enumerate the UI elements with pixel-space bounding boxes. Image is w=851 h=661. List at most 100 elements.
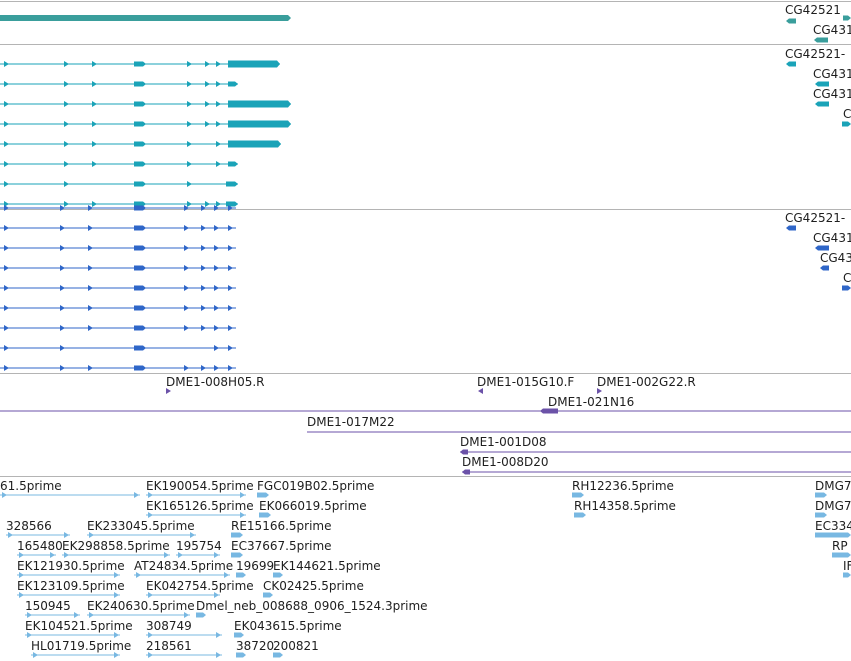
est-label[interactable]: EK190054.5prime	[146, 479, 254, 493]
est-label[interactable]: EK165126.5prime	[146, 499, 254, 513]
exon-marker	[92, 81, 97, 87]
exon-marker	[148, 632, 153, 638]
est-label[interactable]: 308749	[146, 619, 192, 633]
est-label[interactable]: RE15166.5prime	[231, 519, 332, 533]
est-label[interactable]: EK298858.5prime	[62, 539, 170, 553]
exon-marker	[4, 141, 9, 147]
est-label[interactable]: EK104521.5prime	[25, 619, 133, 633]
est-label[interactable]: EK043615.5prime	[234, 619, 342, 633]
est-label[interactable]: EK042754.5prime	[146, 579, 254, 593]
est-label[interactable]: EC334	[815, 519, 851, 533]
est-label[interactable]: 38720	[236, 639, 275, 653]
clone-label[interactable]: DME1-021N16	[548, 395, 635, 409]
est-label[interactable]: HL01719.5prime	[31, 639, 132, 653]
est-label[interactable]: IF	[843, 559, 851, 573]
exon-marker	[114, 652, 119, 658]
est-label[interactable]: EK144621.5prime	[273, 559, 381, 573]
est-label[interactable]: EK121930.5prime	[17, 559, 125, 573]
exon-marker	[89, 532, 94, 538]
est-label[interactable]: DMG7	[815, 479, 851, 493]
exon-marker	[60, 365, 65, 371]
est-label[interactable]: RP	[832, 539, 848, 553]
est-label[interactable]: 19699	[236, 559, 275, 573]
refseq-label[interactable]: CG431	[813, 231, 851, 245]
exon-marker	[4, 325, 9, 331]
est-label[interactable]: 195754	[176, 539, 222, 553]
est-label[interactable]: 218561	[146, 639, 192, 653]
exon-marker	[134, 492, 139, 498]
est-label[interactable]: EC37667.5prime	[231, 539, 332, 553]
exon-marker	[64, 61, 69, 67]
exon-marker	[2, 492, 7, 498]
exon-marker	[92, 101, 97, 107]
exon-block	[228, 161, 238, 167]
est-label[interactable]: RH14358.5prime	[574, 499, 676, 513]
exon-marker	[201, 225, 206, 231]
exon-block	[231, 532, 243, 538]
est-label[interactable]: 165480	[17, 539, 63, 553]
exon-marker	[201, 285, 206, 291]
exon-marker	[216, 101, 221, 107]
clone-label[interactable]: DME1-008D20	[462, 455, 549, 469]
clone-label[interactable]: DME1-015G10.F	[477, 375, 575, 389]
est-label[interactable]: 200821	[273, 639, 319, 653]
exon-marker	[184, 325, 189, 331]
exon-block	[259, 512, 271, 518]
est-label[interactable]: AT24834.5prime	[134, 559, 234, 573]
est-label[interactable]: FGC019B02.5prime	[257, 479, 375, 493]
exon-block	[228, 60, 280, 68]
est-label[interactable]: 150945	[25, 599, 71, 613]
exon-marker	[216, 161, 221, 167]
transcript-label[interactable]: CG42521-	[785, 47, 846, 61]
est-label[interactable]: 328566	[6, 519, 52, 533]
est-label[interactable]: EK123109.5prime	[17, 579, 125, 593]
exon-marker	[228, 305, 233, 311]
exon-block	[0, 15, 291, 21]
exon-block	[786, 225, 796, 231]
exon-marker	[88, 225, 93, 231]
exon-marker	[214, 345, 219, 351]
clone-label[interactable]: DME1-002G22.R	[597, 375, 696, 389]
est-label[interactable]: EK233045.5prime	[87, 519, 195, 533]
exon-block	[134, 245, 146, 251]
est-label[interactable]: CK02425.5prime	[263, 579, 364, 593]
refseq-label[interactable]: CG43	[820, 251, 851, 265]
est-label[interactable]: EK240630.5prime	[87, 599, 195, 613]
gene-label[interactable]: CG431	[813, 23, 851, 37]
exon-block	[196, 612, 206, 618]
exon-marker	[92, 161, 97, 167]
exon-block	[460, 449, 468, 455]
gene-label[interactable]: CG42521	[785, 3, 841, 17]
exon-marker	[8, 532, 13, 538]
exon-marker	[184, 265, 189, 271]
exon-marker	[228, 265, 233, 271]
transcript-label[interactable]: CG431	[813, 87, 851, 101]
exon-marker	[184, 245, 189, 251]
exon-block	[814, 37, 828, 43]
est-label[interactable]: 61.5prime	[0, 479, 62, 493]
transcript-label[interactable]: C	[843, 107, 851, 121]
est-label[interactable]: RH12236.5prime	[572, 479, 674, 493]
refseq-label[interactable]: CG42521-	[785, 211, 846, 225]
exon-block	[228, 140, 281, 148]
est-label[interactable]: Dmel_neb_008688_0906_1524.3prime	[196, 599, 428, 613]
exon-block	[815, 492, 827, 498]
clone-label[interactable]: DME1-008H05.R	[166, 375, 265, 389]
est-label[interactable]: EK066019.5prime	[259, 499, 367, 513]
exon-marker	[19, 552, 24, 558]
exon-block	[843, 15, 851, 21]
clone-label[interactable]: DME1-001D08	[460, 435, 547, 449]
refseq-label[interactable]: C	[843, 271, 851, 285]
clone-label[interactable]: DME1-017M22	[307, 415, 395, 429]
exon-marker	[64, 101, 69, 107]
exon-marker	[216, 81, 221, 87]
exon-marker	[4, 265, 9, 271]
exon-marker	[4, 205, 9, 211]
exon-marker	[136, 572, 141, 578]
exon-marker	[60, 265, 65, 271]
transcript-label[interactable]: CG431	[813, 67, 851, 81]
exon-marker	[64, 81, 69, 87]
est-label[interactable]: DMG7	[815, 499, 851, 513]
exon-marker	[240, 512, 245, 518]
exon-block	[263, 592, 273, 598]
